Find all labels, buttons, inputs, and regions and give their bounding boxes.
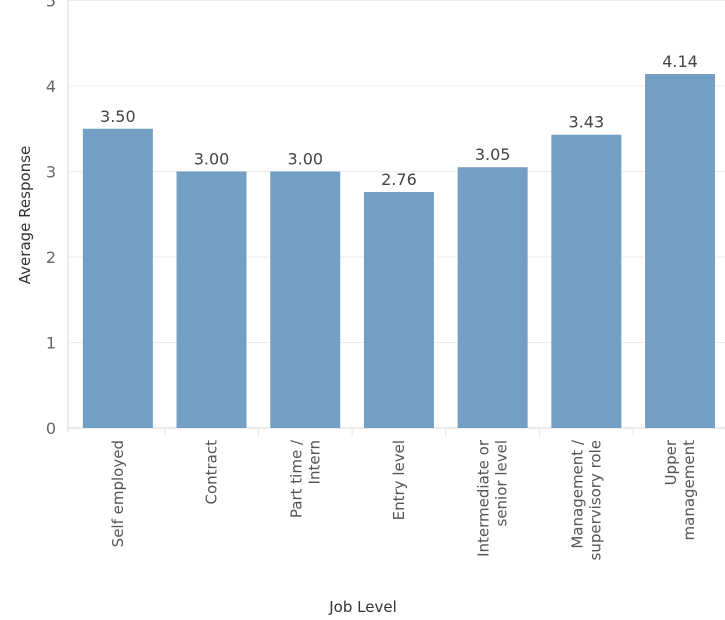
y-axis-title: Average Response [16,146,34,284]
x-category-label: Contract [203,440,221,505]
y-axis-ticks: 0 1 2 3 4 5 [46,0,56,438]
data-label: 3.50 [100,107,136,126]
category-label-line: supervisory role [586,440,604,561]
category-label-line: senior level [493,440,511,527]
x-axis-categories: Self employed Contract Part time / Intern En… [109,439,698,560]
category-label-line: Self employed [109,440,127,547]
x-category-label: Management / supervisory role [568,439,604,560]
bar [82,128,153,428]
data-label: 2.76 [381,170,417,189]
x-axis-title: Job Level [328,598,397,616]
category-label-line: Intern [305,440,323,484]
y-tick-label: 3 [46,163,56,182]
x-category-label: Entry level [390,440,408,520]
bars [82,74,716,429]
category-label-line: management [680,440,698,541]
bar [176,171,247,428]
x-category-label: Part time / Intern [287,439,323,518]
category-label-line: Intermediate or [475,439,493,557]
data-label: 3.00 [287,150,323,169]
y-tick-label: 5 [46,0,56,11]
data-label: 3.00 [194,150,230,169]
y-tick-label: 2 [46,248,56,267]
data-label: 3.05 [475,145,511,164]
category-label-line: Entry level [390,440,408,520]
bar [363,192,434,428]
bar [551,134,622,429]
y-tick-label: 4 [46,77,56,96]
bar [270,171,341,428]
y-tick-label: 1 [46,334,56,353]
data-label: 4.14 [662,52,698,71]
x-category-label: Self employed [109,440,127,547]
category-label-line: Upper [662,439,680,485]
data-labels: 3.50 3.00 3.00 2.76 3.05 3.43 4.14 [100,52,698,189]
category-label-line: Management / [568,439,586,549]
x-category-label: Upper management [662,439,698,540]
y-tick-label: 0 [46,419,56,438]
data-label: 3.43 [569,113,605,132]
category-label-line: Contract [203,440,221,505]
x-category-label: Intermediate or senior level [475,439,511,557]
bar [645,74,716,428]
category-label-line: Part time / [287,439,305,518]
bar [457,167,528,428]
